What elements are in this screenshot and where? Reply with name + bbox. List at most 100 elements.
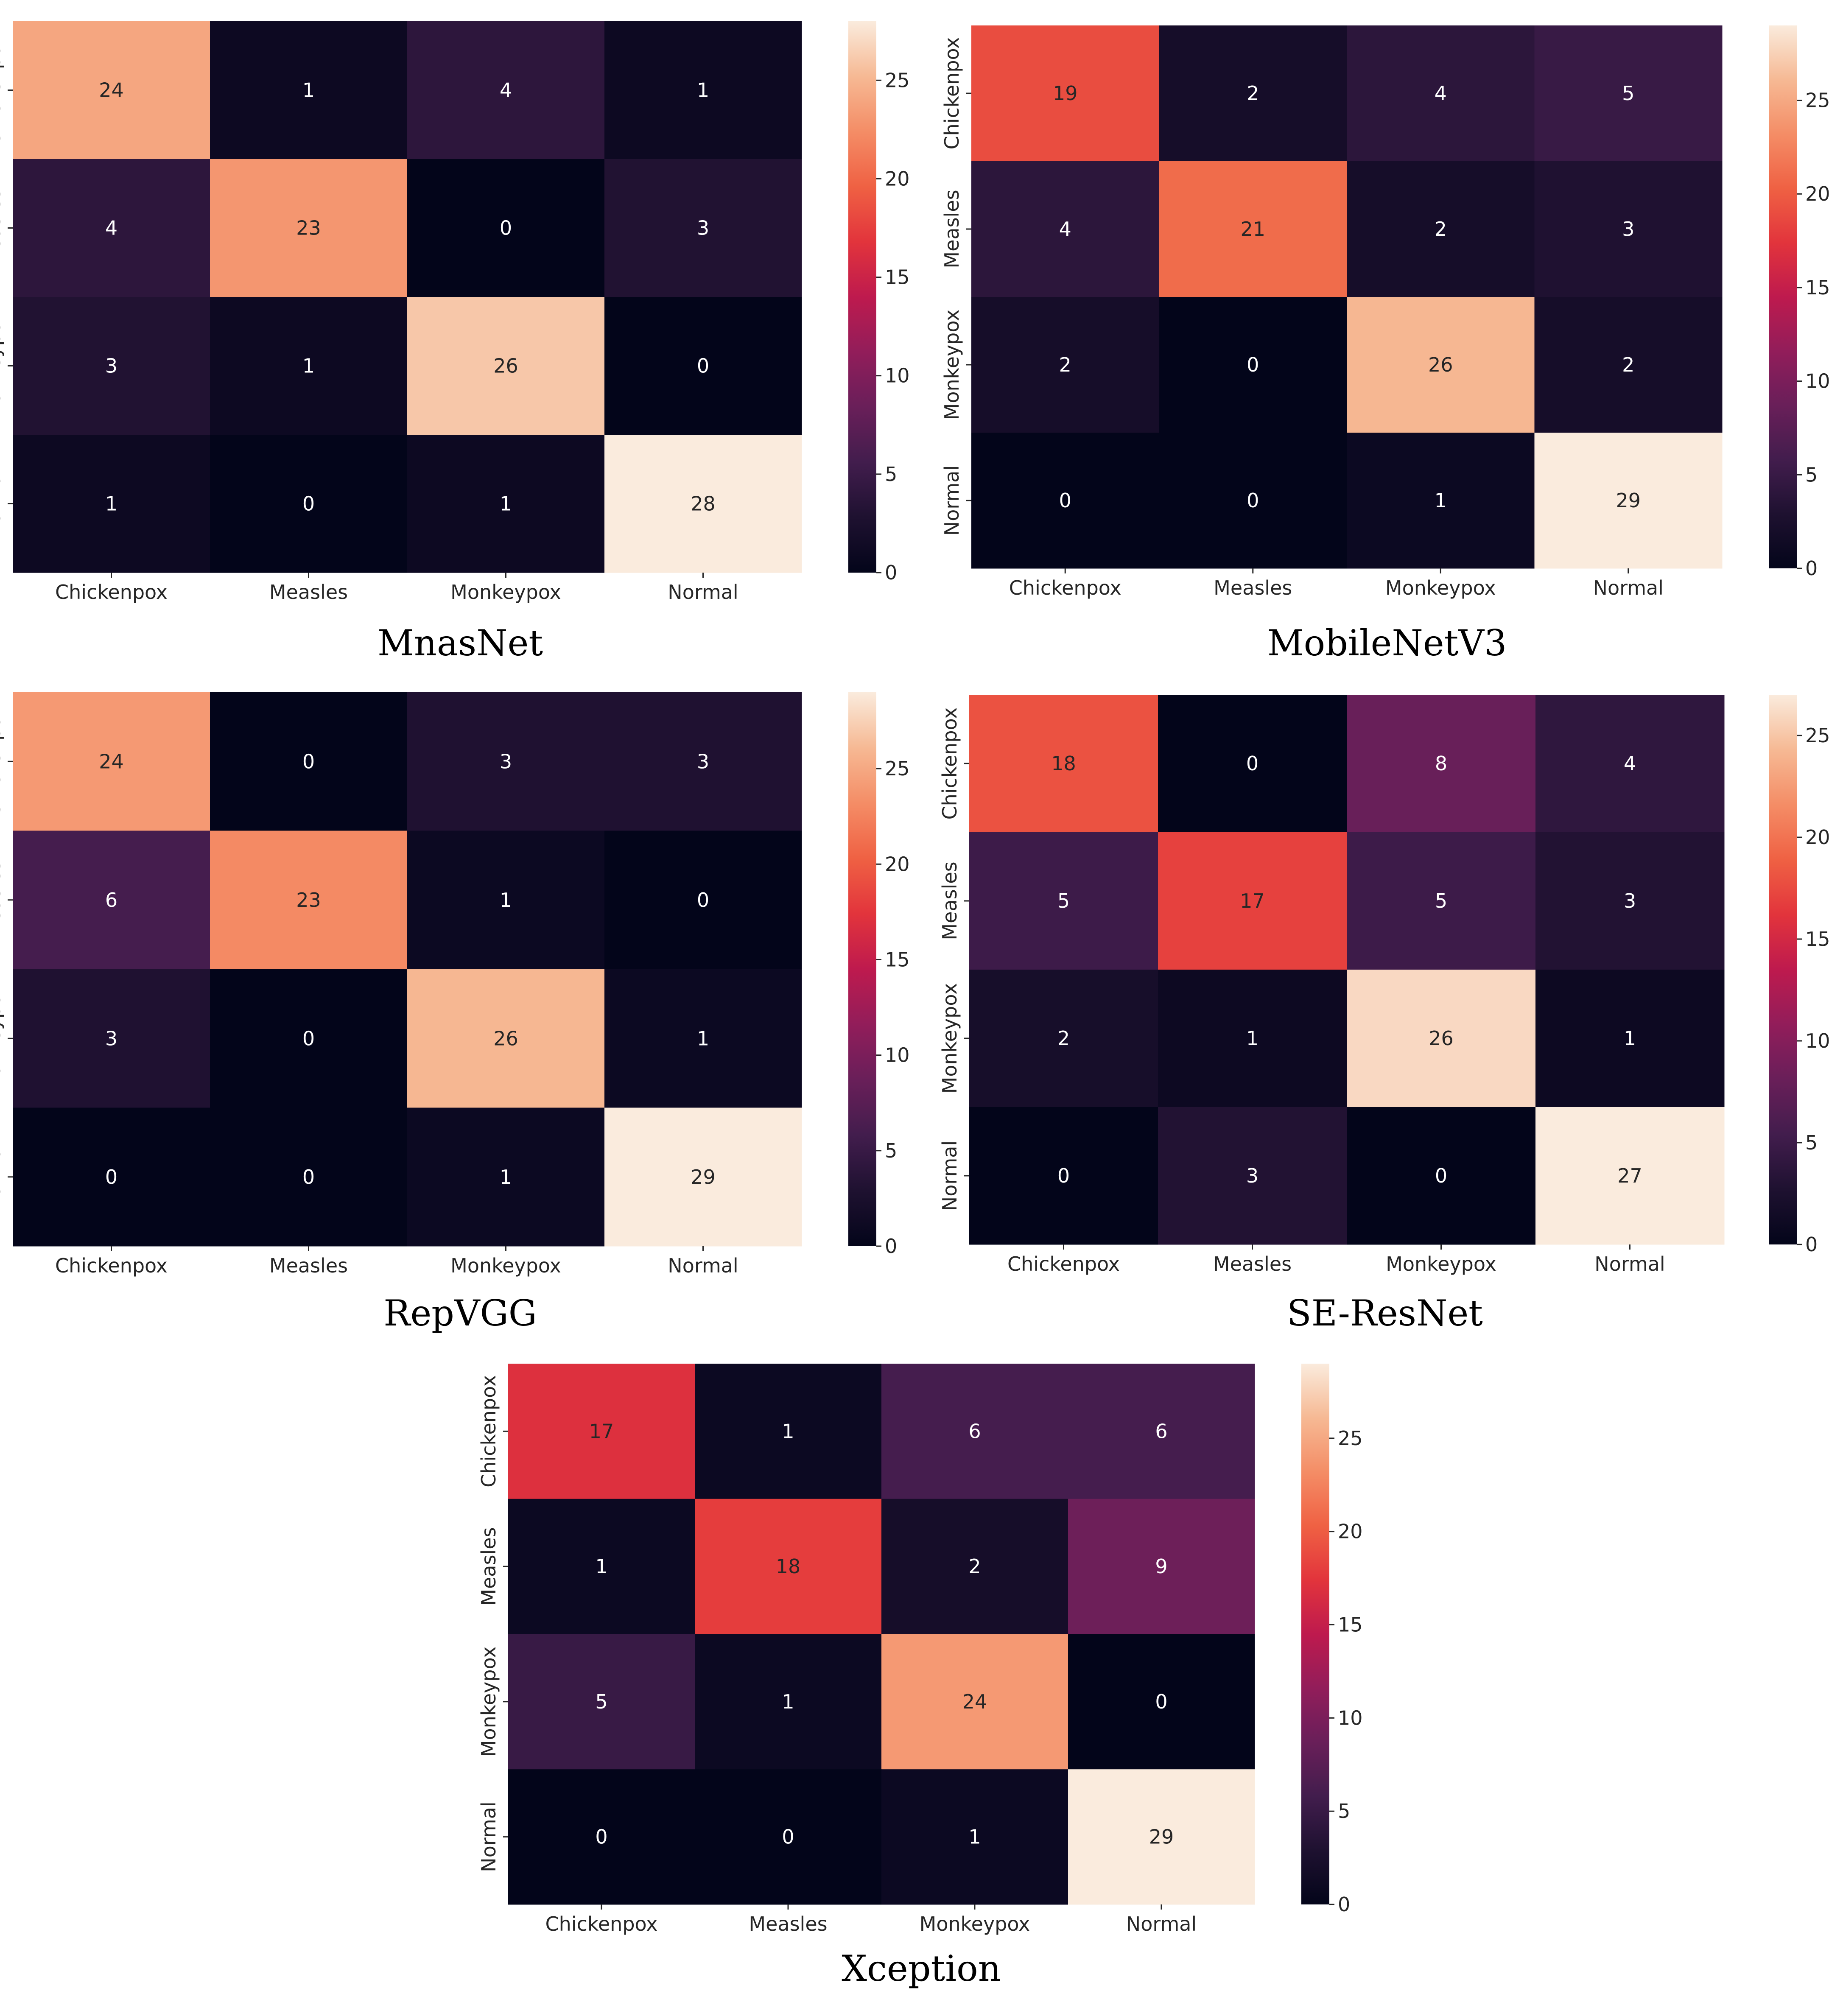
y-tick-label: Normal bbox=[940, 465, 963, 536]
heatmap-cell bbox=[971, 433, 1159, 569]
heatmap-cell bbox=[604, 21, 802, 159]
colorbar-tick-label: 5 bbox=[1338, 1800, 1350, 1823]
chart-caption: MnasNet bbox=[378, 622, 543, 664]
x-tick-label: Normal bbox=[668, 1254, 738, 1277]
chart-caption: SE-ResNet bbox=[1287, 1292, 1483, 1334]
cell-value-label: 26 bbox=[1428, 353, 1453, 376]
y-tick-label: Monkeypox bbox=[477, 1647, 500, 1757]
y-tick-label: Chickenpox bbox=[477, 1375, 500, 1488]
colorbar bbox=[848, 692, 876, 1246]
x-tick-label: Monkeypox bbox=[450, 581, 561, 604]
heatmap-cell bbox=[13, 21, 210, 159]
heatmap-cell bbox=[1347, 161, 1535, 297]
colorbar-tick-label: 20 bbox=[885, 167, 910, 190]
colorbar-tick-label: 25 bbox=[885, 69, 910, 92]
y-tick-label: Normal bbox=[0, 1142, 5, 1212]
heatmap-cell bbox=[210, 21, 408, 159]
colorbar-tick-label: 0 bbox=[1805, 1233, 1818, 1256]
cell-value-label: 3 bbox=[500, 750, 512, 773]
colorbar-tick-label: 5 bbox=[1805, 463, 1818, 486]
heatmap-cell bbox=[971, 297, 1159, 433]
cell-value-label: 3 bbox=[697, 217, 709, 240]
colorbar-tick-label: 5 bbox=[885, 1139, 897, 1162]
cell-value-label: 0 bbox=[500, 217, 512, 240]
heatmap-cell bbox=[407, 297, 605, 435]
heatmap-cell bbox=[1347, 695, 1536, 833]
heatmap-cell bbox=[1159, 433, 1347, 569]
x-tick-label: Normal bbox=[668, 581, 738, 604]
heatmap-cell bbox=[1158, 695, 1347, 833]
heatmap-cell bbox=[971, 161, 1159, 297]
cell-value-label: 4 bbox=[1059, 218, 1071, 240]
heatmap-cell bbox=[604, 830, 802, 970]
cell-value-label: 2 bbox=[1435, 218, 1447, 240]
heatmap-cell bbox=[969, 832, 1158, 970]
cell-value-label: 3 bbox=[1622, 218, 1634, 240]
y-tick-label: Monkeypox bbox=[0, 983, 5, 1094]
cell-value-label: 1 bbox=[1624, 1027, 1636, 1050]
heatmap-cell bbox=[604, 159, 802, 297]
heatmap-cell bbox=[210, 435, 408, 573]
y-tick-label: Measles bbox=[477, 1527, 500, 1606]
cell-value-label: 4 bbox=[1624, 752, 1636, 775]
chart-caption: MobileNetV3 bbox=[1267, 622, 1507, 664]
cell-value-label: 2 bbox=[1059, 353, 1071, 376]
colorbar-tick-label: 20 bbox=[885, 853, 910, 875]
cell-value-label: 24 bbox=[99, 750, 124, 773]
heatmap-cell bbox=[1347, 25, 1535, 162]
cell-value-label: 26 bbox=[1429, 1027, 1454, 1050]
cell-value-label: 29 bbox=[691, 1166, 716, 1188]
heatmap-cell bbox=[508, 1769, 695, 1905]
cell-value-label: 27 bbox=[1617, 1164, 1642, 1187]
y-tick-label: Monkeypox bbox=[938, 983, 961, 1094]
x-tick-label: Measles bbox=[749, 1913, 827, 1935]
cell-value-label: 1 bbox=[968, 1826, 981, 1848]
cell-value-label: 24 bbox=[962, 1690, 987, 1713]
heatmap-cell bbox=[969, 1107, 1158, 1245]
heatmap-cell bbox=[407, 21, 605, 159]
heatmap-cell bbox=[695, 1364, 882, 1499]
heatmap-cell bbox=[1535, 1107, 1725, 1245]
heatmap-cell bbox=[210, 969, 408, 1108]
colorbar-tick-label: 0 bbox=[1805, 557, 1818, 580]
cell-value-label: 4 bbox=[105, 217, 117, 240]
cell-value-label: 17 bbox=[1240, 889, 1265, 912]
heatmap-cell bbox=[1158, 1107, 1347, 1245]
y-tick-label: Measles bbox=[0, 189, 5, 267]
heatmap-cell bbox=[13, 297, 210, 435]
cell-value-label: 4 bbox=[500, 79, 512, 102]
heatmap-cell bbox=[969, 970, 1158, 1107]
cell-value-label: 1 bbox=[782, 1420, 794, 1443]
y-tick-label: Monkeypox bbox=[940, 310, 963, 420]
cell-value-label: 3 bbox=[105, 355, 117, 377]
heatmap-cell bbox=[604, 297, 802, 435]
heatmap-cell bbox=[604, 969, 802, 1108]
heatmap-cell bbox=[1068, 1499, 1255, 1634]
cell-value-label: 28 bbox=[691, 492, 716, 515]
heatmap-cell bbox=[1159, 161, 1347, 297]
colorbar-tick-label: 15 bbox=[885, 266, 910, 289]
colorbar-tick-label: 20 bbox=[1805, 826, 1830, 849]
x-tick-label: Monkeypox bbox=[1386, 1253, 1496, 1275]
chart-caption: RepVGG bbox=[383, 1292, 537, 1334]
cell-value-label: 3 bbox=[697, 750, 709, 773]
colorbar-tick-label: 25 bbox=[885, 757, 910, 780]
x-tick-label: Chickenpox bbox=[545, 1913, 658, 1935]
x-tick-label: Chickenpox bbox=[1009, 576, 1121, 599]
cell-value-label: 26 bbox=[493, 1027, 518, 1050]
cell-value-label: 23 bbox=[296, 889, 321, 912]
heatmap-cell bbox=[695, 1499, 882, 1634]
heatmap-cell bbox=[407, 1107, 605, 1247]
heatmap-cell bbox=[407, 435, 605, 573]
cell-value-label: 1 bbox=[782, 1690, 794, 1713]
cell-value-label: 3 bbox=[105, 1027, 117, 1050]
chart-caption: Xception bbox=[842, 1948, 1001, 1989]
heatmap-cell bbox=[508, 1364, 695, 1499]
cell-value-label: 1 bbox=[500, 492, 512, 515]
cell-value-label: 21 bbox=[1240, 218, 1265, 240]
heatmap-cell bbox=[971, 25, 1159, 162]
cell-value-label: 0 bbox=[1247, 353, 1259, 376]
x-tick-label: Measles bbox=[1213, 1253, 1292, 1275]
